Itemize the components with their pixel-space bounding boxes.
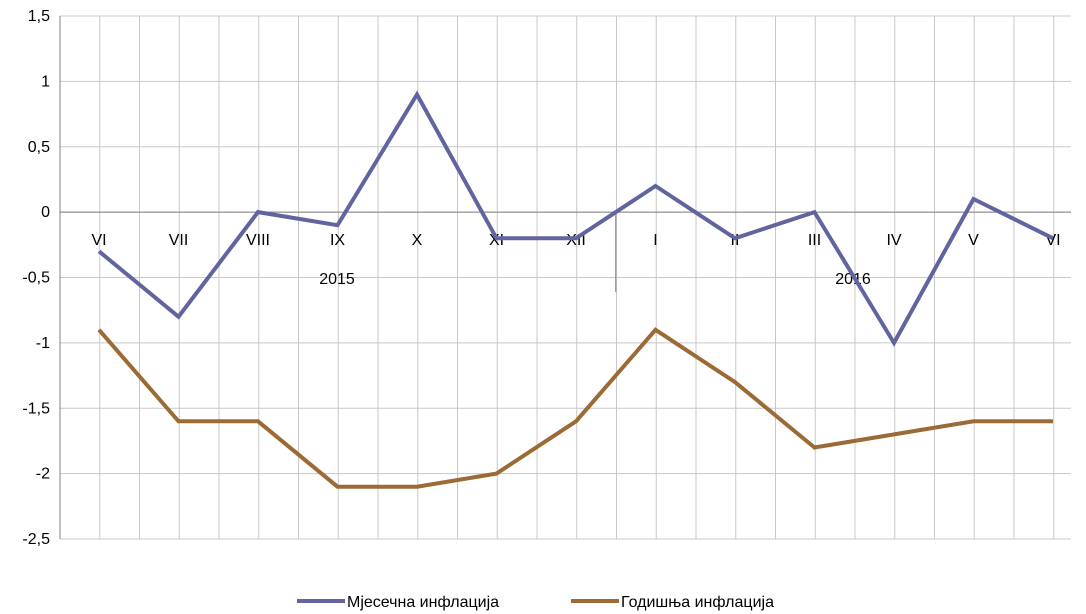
- y-tick-label: 1,5: [28, 8, 50, 25]
- y-tick-label: 0,5: [28, 139, 50, 156]
- y-tick-label: -2,5: [22, 531, 50, 548]
- x-tick-label: I: [653, 232, 657, 249]
- x-tick-label: IV: [886, 232, 901, 249]
- axes: [59, 16, 1071, 539]
- x-tick-label: IX: [330, 232, 345, 249]
- y-tick-label: 1: [41, 73, 50, 90]
- series-line: [97, 327, 1053, 489]
- x-tick-label: II: [731, 232, 740, 249]
- series-lines: [97, 90, 1054, 489]
- y-tick-label: -1: [36, 335, 50, 352]
- y-tick-label: -1,5: [22, 400, 50, 417]
- y-tick-label: -0,5: [22, 270, 50, 287]
- series-line: [97, 90, 1054, 347]
- x-tick-label: III: [808, 232, 821, 249]
- x-tick-label: X: [412, 232, 423, 249]
- x-tick-label: VIII: [246, 232, 270, 249]
- x-tick-label: V: [968, 232, 979, 249]
- legend-label: Годишња инфлација: [621, 594, 774, 611]
- legend-label: Мјесечна инфлација: [347, 594, 499, 611]
- gridlines: [60, 15, 1071, 540]
- year-label: 2015: [319, 271, 355, 288]
- y-axis-ticks: 1,5 1 0,5 0 -0,5 -1 -1,5 -2 -2,5: [22, 8, 50, 548]
- y-tick-label: 0: [41, 204, 50, 221]
- year-label: 2016: [835, 271, 871, 288]
- x-tick-label: VII: [169, 232, 189, 249]
- x-tick-label: VI: [91, 232, 106, 249]
- x-tick-label: XI: [489, 232, 504, 249]
- legend: Мјесечна инфлација Годишња инфлација: [297, 594, 774, 611]
- y-tick-label: -2: [36, 466, 50, 483]
